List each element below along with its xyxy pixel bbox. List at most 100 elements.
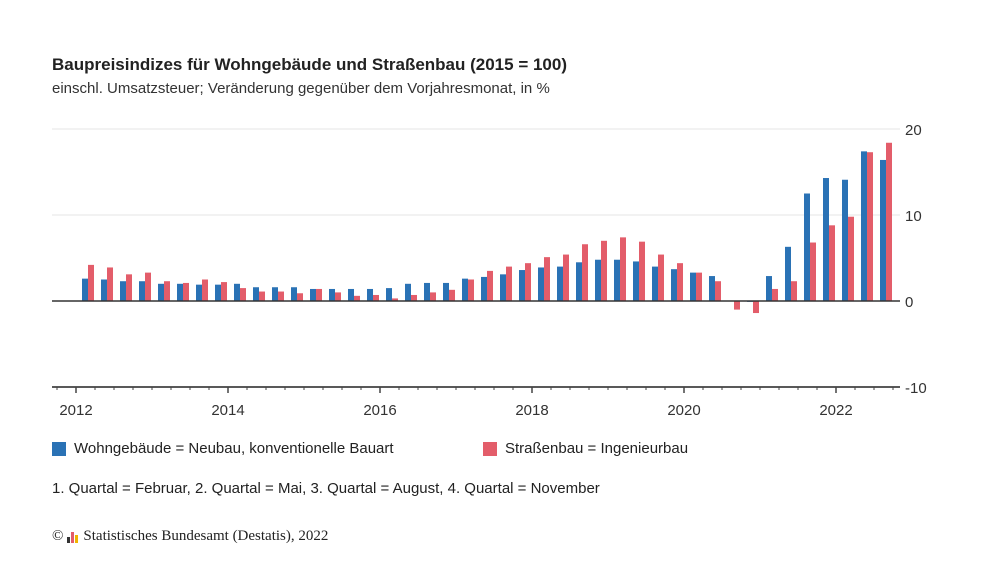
bar-strassenbau <box>373 294 379 301</box>
bar-wohngebaeude <box>405 283 411 301</box>
bar-strassenbau <box>639 241 645 301</box>
bar-strassenbau <box>392 298 398 301</box>
bar-wohngebaeude <box>291 287 297 301</box>
bar-wohngebaeude <box>101 279 107 301</box>
bar-strassenbau <box>810 242 816 301</box>
bar-strassenbau <box>164 281 170 301</box>
bar-wohngebaeude <box>500 274 506 301</box>
bar-strassenbau <box>658 254 664 301</box>
bar-strassenbau <box>525 263 531 301</box>
bar-wohngebaeude <box>462 278 468 301</box>
bar-wohngebaeude <box>823 178 829 301</box>
bar-wohngebaeude <box>120 281 126 301</box>
bar-strassenbau <box>88 264 94 301</box>
legend-item-strassenbau: Straßenbau = Ingenieurbau <box>483 440 688 457</box>
bar-strassenbau <box>886 142 892 301</box>
y-tick-label: 0 <box>905 294 913 311</box>
bar-wohngebaeude <box>386 288 392 301</box>
bar-strassenbau <box>867 152 873 301</box>
bar-wohngebaeude <box>139 281 145 301</box>
bar-strassenbau <box>506 266 512 301</box>
bar-strassenbau <box>107 267 113 301</box>
bar-strassenbau <box>259 291 265 301</box>
bar-strassenbau <box>772 288 778 301</box>
bar-wohngebaeude <box>272 287 278 301</box>
bar-strassenbau <box>791 281 797 301</box>
bar-wohngebaeude <box>652 266 658 301</box>
bar-strassenbau <box>354 295 360 301</box>
y-tick-label: -10 <box>905 380 927 397</box>
bar-wohngebaeude <box>842 179 848 301</box>
destatis-logo-icon <box>67 531 79 543</box>
x-tick-label: 2016 <box>363 402 396 419</box>
bar-wohngebaeude <box>880 159 886 301</box>
chart-subtitle: einschl. Umsatzsteuer; Veränderung gegen… <box>52 80 550 97</box>
legend-item-wohngebaeude: Wohngebäude = Neubau, konventionelle Bau… <box>52 440 394 457</box>
bar-strassenbau <box>715 281 721 301</box>
bar-wohngebaeude <box>785 246 791 301</box>
bar-strassenbau <box>753 301 759 314</box>
bar-strassenbau <box>601 240 607 301</box>
chart-title: Baupreisindizes für Wohngebäude und Stra… <box>52 55 567 74</box>
bar-wohngebaeude <box>215 284 221 301</box>
bar-wohngebaeude <box>329 288 335 301</box>
legend-label: Wohngebäude = Neubau, konventionelle Bau… <box>74 440 394 457</box>
bar-strassenbau <box>183 282 189 301</box>
legend-swatch-blue <box>52 441 66 456</box>
bar-strassenbau <box>221 282 227 301</box>
bar-wohngebaeude <box>633 261 639 301</box>
bar-strassenbau <box>202 279 208 301</box>
bar-strassenbau <box>544 257 550 301</box>
bar-wohngebaeude <box>443 282 449 301</box>
bar-strassenbau <box>582 244 588 301</box>
bar-wohngebaeude <box>690 272 696 301</box>
bar-strassenbau <box>734 301 740 310</box>
bar-strassenbau <box>278 291 284 301</box>
y-tick-label: 10 <box>905 208 922 225</box>
bar-wohngebaeude <box>595 259 601 301</box>
bar-wohngebaeude <box>576 262 582 301</box>
bar-wohngebaeude <box>177 283 183 301</box>
legend-label: Straßenbau = Ingenieurbau <box>505 440 689 457</box>
y-tick-label: 20 <box>905 122 922 139</box>
bar-strassenbau <box>411 294 417 301</box>
bar-strassenbau <box>620 237 626 301</box>
bar-wohngebaeude <box>196 284 202 301</box>
bar-strassenbau <box>468 279 474 301</box>
bar-strassenbau <box>848 216 854 301</box>
bar-strassenbau <box>563 254 569 301</box>
bar-strassenbau <box>316 288 322 301</box>
bar-wohngebaeude <box>861 151 867 301</box>
bar-wohngebaeude <box>671 269 677 301</box>
x-tick-label: 2020 <box>667 402 700 419</box>
source-text: Statistisches Bundesamt (Destatis), 2022 <box>83 528 329 544</box>
bar-strassenbau <box>677 263 683 301</box>
bar-wohngebaeude <box>614 259 620 301</box>
bar-wohngebaeude <box>766 276 772 301</box>
bar-wohngebaeude <box>519 270 525 301</box>
bar-wohngebaeude <box>481 276 487 301</box>
bar-wohngebaeude <box>310 288 316 301</box>
bar-wohngebaeude <box>424 282 430 301</box>
bar-wohngebaeude <box>158 283 164 301</box>
bar-strassenbau <box>240 288 246 301</box>
bar-wohngebaeude <box>709 276 715 301</box>
legend-swatch-red <box>483 441 497 456</box>
source-line: © Statistisches Bundesamt (Destatis), 20… <box>52 528 328 545</box>
bar-strassenbau <box>829 225 835 301</box>
bar-wohngebaeude <box>557 266 563 301</box>
bar-strassenbau <box>335 292 341 301</box>
bar-strassenbau <box>449 289 455 301</box>
bar-wohngebaeude <box>804 193 810 301</box>
x-tick-label: 2018 <box>515 402 548 419</box>
bar-wohngebaeude <box>82 278 88 301</box>
quarter-note: 1. Quartal = Februar, 2. Quartal = Mai, … <box>52 480 600 497</box>
bar-wohngebaeude <box>253 287 259 301</box>
x-tick-label: 2012 <box>59 402 92 419</box>
bar-strassenbau <box>145 272 151 301</box>
bar-strassenbau <box>126 274 132 301</box>
x-tick-label: 2022 <box>819 402 852 419</box>
bar-wohngebaeude <box>348 288 354 301</box>
bar-strassenbau <box>487 270 493 301</box>
